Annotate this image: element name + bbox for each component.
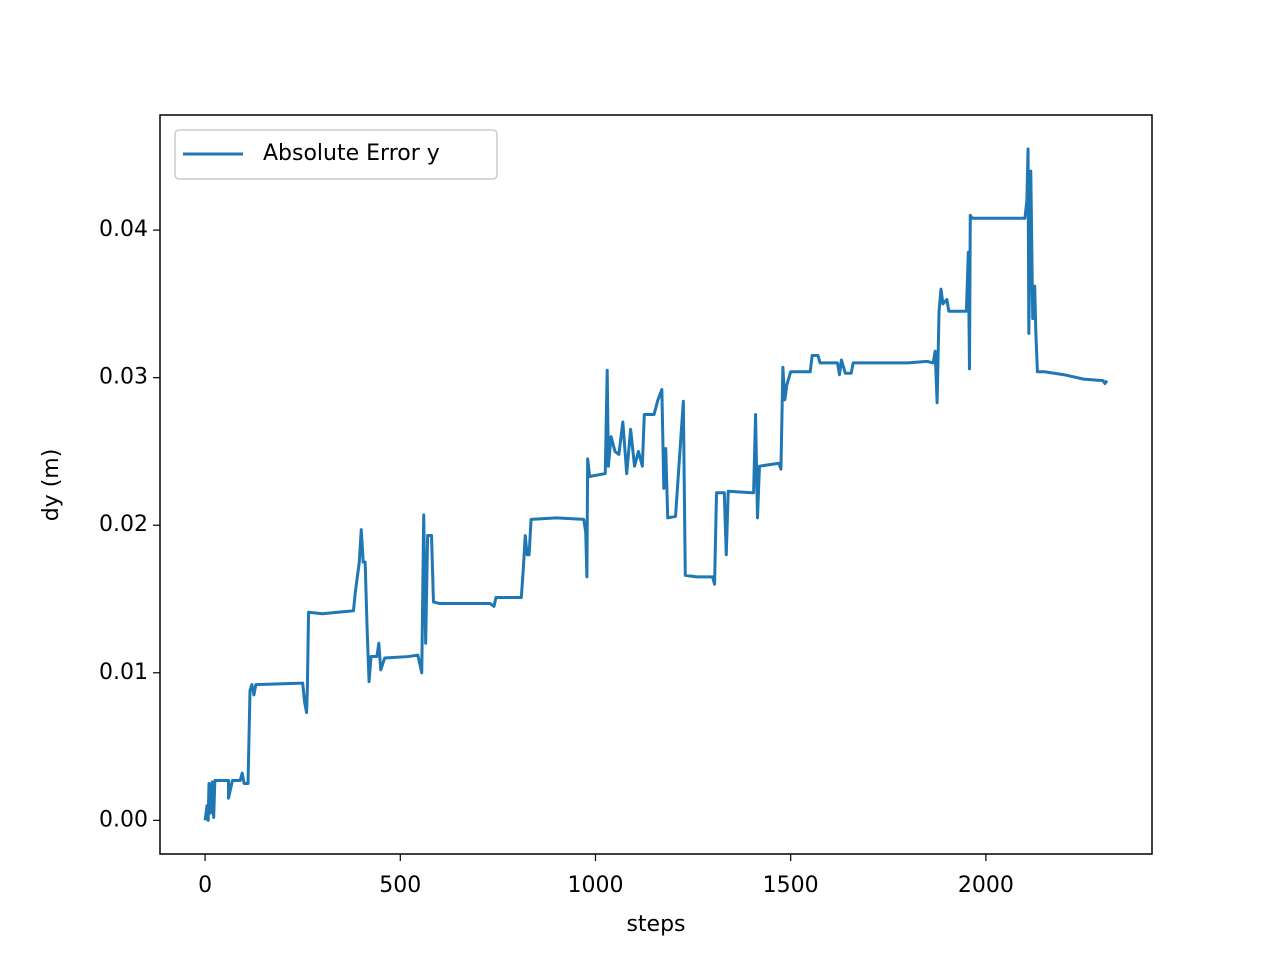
legend-box: [174, 129, 498, 180]
y-tick-label: 0.03: [99, 365, 148, 390]
plot-frame: [159, 114, 1153, 855]
x-tick-label: 1000: [567, 873, 623, 898]
x-tick-label: 0: [198, 873, 212, 898]
x-axis-label: steps: [626, 912, 685, 937]
y-axis-label: dy (m): [39, 449, 64, 522]
y-tick-label: 0.01: [99, 660, 148, 685]
legend-label: Absolute Error y: [263, 141, 440, 166]
data-line: [203, 147, 1109, 822]
x-tick-label: 1500: [763, 873, 819, 898]
x-tick-label: 500: [379, 873, 421, 898]
y-tick-label: 0.02: [99, 512, 148, 537]
y-tick-label: 0.04: [99, 217, 148, 242]
y-tick-label: 0.00: [99, 807, 148, 832]
x-tick-label: 2000: [958, 873, 1014, 898]
